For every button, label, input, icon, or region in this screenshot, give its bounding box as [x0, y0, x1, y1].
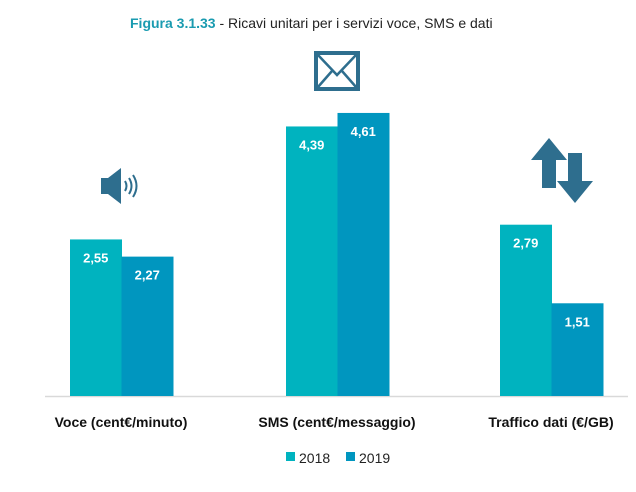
data-label-2019-1: 4,61: [351, 124, 376, 139]
category-label-1: SMS (cent€/messaggio): [258, 414, 415, 430]
legend-label-2018: 2018: [299, 450, 330, 466]
data-label-2019-0: 2,27: [135, 268, 160, 283]
legend-swatch-2019: [346, 452, 355, 461]
bar-2019-0: [121, 256, 174, 396]
bar-2019-1: [337, 112, 390, 397]
legend: 2018 2019: [286, 450, 390, 466]
envelope-icon: [314, 51, 360, 91]
bar-2018-1: [286, 126, 338, 396]
bar-2018-0: [70, 239, 122, 396]
data-label-2018-0: 2,55: [83, 250, 108, 265]
legend-label-2019: 2019: [359, 450, 390, 466]
figure-number: Figura 3.1.33: [130, 15, 216, 31]
figure-caption: - Ricavi unitari per i servizi voce, SMS…: [216, 15, 493, 31]
speaker-icon: [101, 168, 138, 204]
category-label-2: Traffico dati (€/GB): [488, 414, 613, 430]
chart-title: Figura 3.1.33 - Ricavi unitari per i ser…: [130, 15, 493, 31]
category-label-0: Voce (cent€/minuto): [55, 414, 188, 430]
up-down-arrows-icon: [531, 138, 593, 203]
bar-2019-2: [551, 303, 604, 396]
data-label-2019-2: 1,51: [565, 314, 590, 329]
data-label-2018-1: 4,39: [299, 137, 324, 152]
legend-swatch-2018: [286, 452, 295, 461]
bar-2018-2: [500, 224, 552, 396]
data-label-2018-2: 2,79: [513, 236, 538, 251]
